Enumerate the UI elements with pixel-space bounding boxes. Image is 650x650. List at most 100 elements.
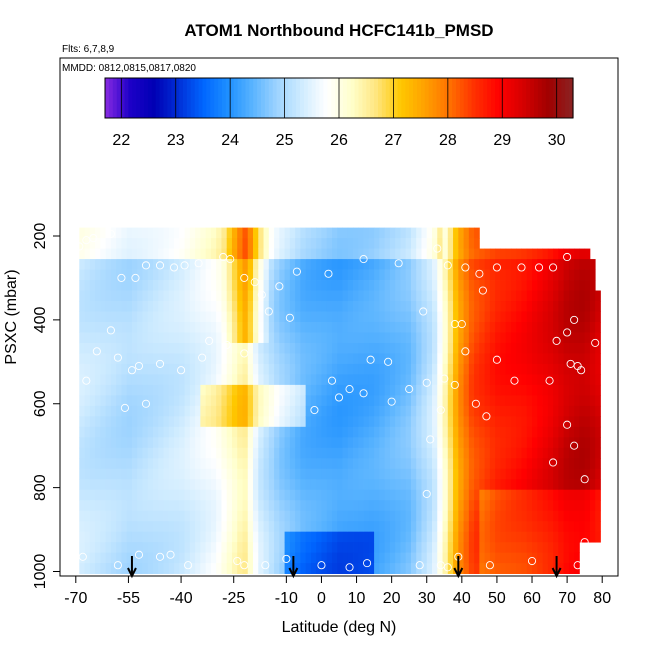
heat-cell — [521, 353, 528, 365]
heat-cell — [442, 353, 449, 365]
heat-cell — [137, 248, 143, 260]
heat-cell — [289, 321, 296, 333]
heat-cell — [474, 416, 480, 428]
colorbar-swatch — [483, 78, 488, 118]
heat-cell — [247, 374, 254, 386]
heat-cell — [484, 552, 491, 564]
heat-cell — [163, 510, 170, 522]
heat-cell — [305, 363, 312, 375]
heat-cell — [305, 301, 312, 312]
colorbar-swatch — [261, 78, 266, 118]
heat-cell — [505, 510, 512, 522]
heat-cell — [421, 248, 428, 260]
heat-cell — [142, 416, 149, 428]
colorbar-swatch — [222, 78, 227, 118]
heat-cell — [500, 437, 507, 449]
heat-cell — [584, 321, 591, 333]
heat-cell — [468, 238, 475, 249]
heat-cell — [579, 280, 586, 291]
heat-cell — [268, 563, 275, 574]
heat-cell — [195, 552, 201, 564]
heat-cell — [84, 353, 91, 365]
heat-cell — [174, 238, 180, 249]
heat-cell — [174, 363, 180, 375]
heat-cell — [384, 280, 391, 291]
heat-cell — [310, 321, 317, 333]
heat-cell — [463, 426, 470, 438]
heat-cell — [300, 342, 307, 354]
heat-cell — [368, 280, 375, 291]
sample-point — [127, 366, 136, 375]
heat-cell — [521, 531, 528, 543]
heat-cell — [342, 447, 349, 459]
heat-cell — [221, 321, 228, 333]
heat-cell — [500, 542, 507, 554]
heat-cell — [231, 563, 238, 574]
heat-cell — [158, 227, 164, 239]
heat-cell — [258, 290, 264, 302]
heat-cell — [263, 531, 270, 543]
heat-cell — [532, 384, 538, 396]
sample-point — [366, 355, 375, 364]
sample-point — [534, 263, 544, 272]
heat-cell — [532, 447, 538, 459]
heat-cell — [489, 290, 496, 302]
heat-cell — [532, 311, 538, 323]
colorbar-swatch — [225, 78, 231, 118]
heat-cell — [168, 521, 175, 533]
heat-cell — [358, 531, 364, 543]
heat-cell — [595, 521, 601, 533]
heat-cell — [337, 479, 343, 491]
heat-cell — [142, 311, 149, 323]
heat-cell — [89, 521, 96, 533]
heat-cell — [510, 437, 517, 449]
heat-cell — [289, 280, 296, 291]
heat-cell — [168, 238, 175, 249]
sample-point — [264, 307, 273, 316]
heat-cell — [489, 353, 496, 365]
heat-cell — [305, 416, 312, 428]
heat-cell — [410, 405, 417, 417]
heat-cell — [463, 510, 470, 522]
heat-cell — [105, 259, 112, 270]
heat-cell — [342, 321, 349, 333]
heat-cell — [521, 290, 528, 302]
heat-cell — [289, 311, 296, 323]
sample-point — [334, 393, 344, 402]
heat-cell — [421, 311, 428, 323]
colorbar-swatch — [350, 78, 356, 118]
heat-cell — [126, 248, 133, 260]
heat-cell — [458, 363, 464, 375]
heat-cell — [463, 437, 470, 449]
heat-cell — [221, 500, 228, 512]
heat-cell — [389, 437, 396, 449]
heat-cell — [463, 468, 470, 480]
heat-cell — [495, 321, 501, 333]
heat-cell — [458, 468, 464, 480]
heat-cell — [579, 311, 586, 323]
heat-cell — [542, 510, 549, 522]
heat-cell — [221, 510, 228, 522]
colorbar-swatch — [112, 78, 118, 118]
heat-cell — [142, 384, 149, 396]
heat-cell — [505, 542, 512, 554]
heat-cell — [516, 248, 522, 260]
heat-cell — [437, 311, 443, 323]
heat-cell — [389, 405, 396, 417]
colorbar-swatch — [303, 78, 309, 118]
heat-cell — [326, 447, 333, 459]
heat-cell — [84, 280, 91, 291]
heat-cell — [116, 395, 122, 407]
heat-cell — [121, 311, 128, 323]
heat-cell — [458, 405, 464, 417]
heat-cell — [537, 479, 543, 491]
heat-cell — [242, 227, 249, 239]
heat-cell — [374, 426, 380, 438]
heat-cell — [395, 332, 401, 344]
heat-cell — [342, 563, 349, 574]
heat-cell — [474, 521, 480, 533]
heat-cell — [147, 500, 154, 512]
sample-point — [570, 315, 579, 324]
heat-cell — [300, 426, 307, 438]
heat-cell — [374, 531, 380, 543]
